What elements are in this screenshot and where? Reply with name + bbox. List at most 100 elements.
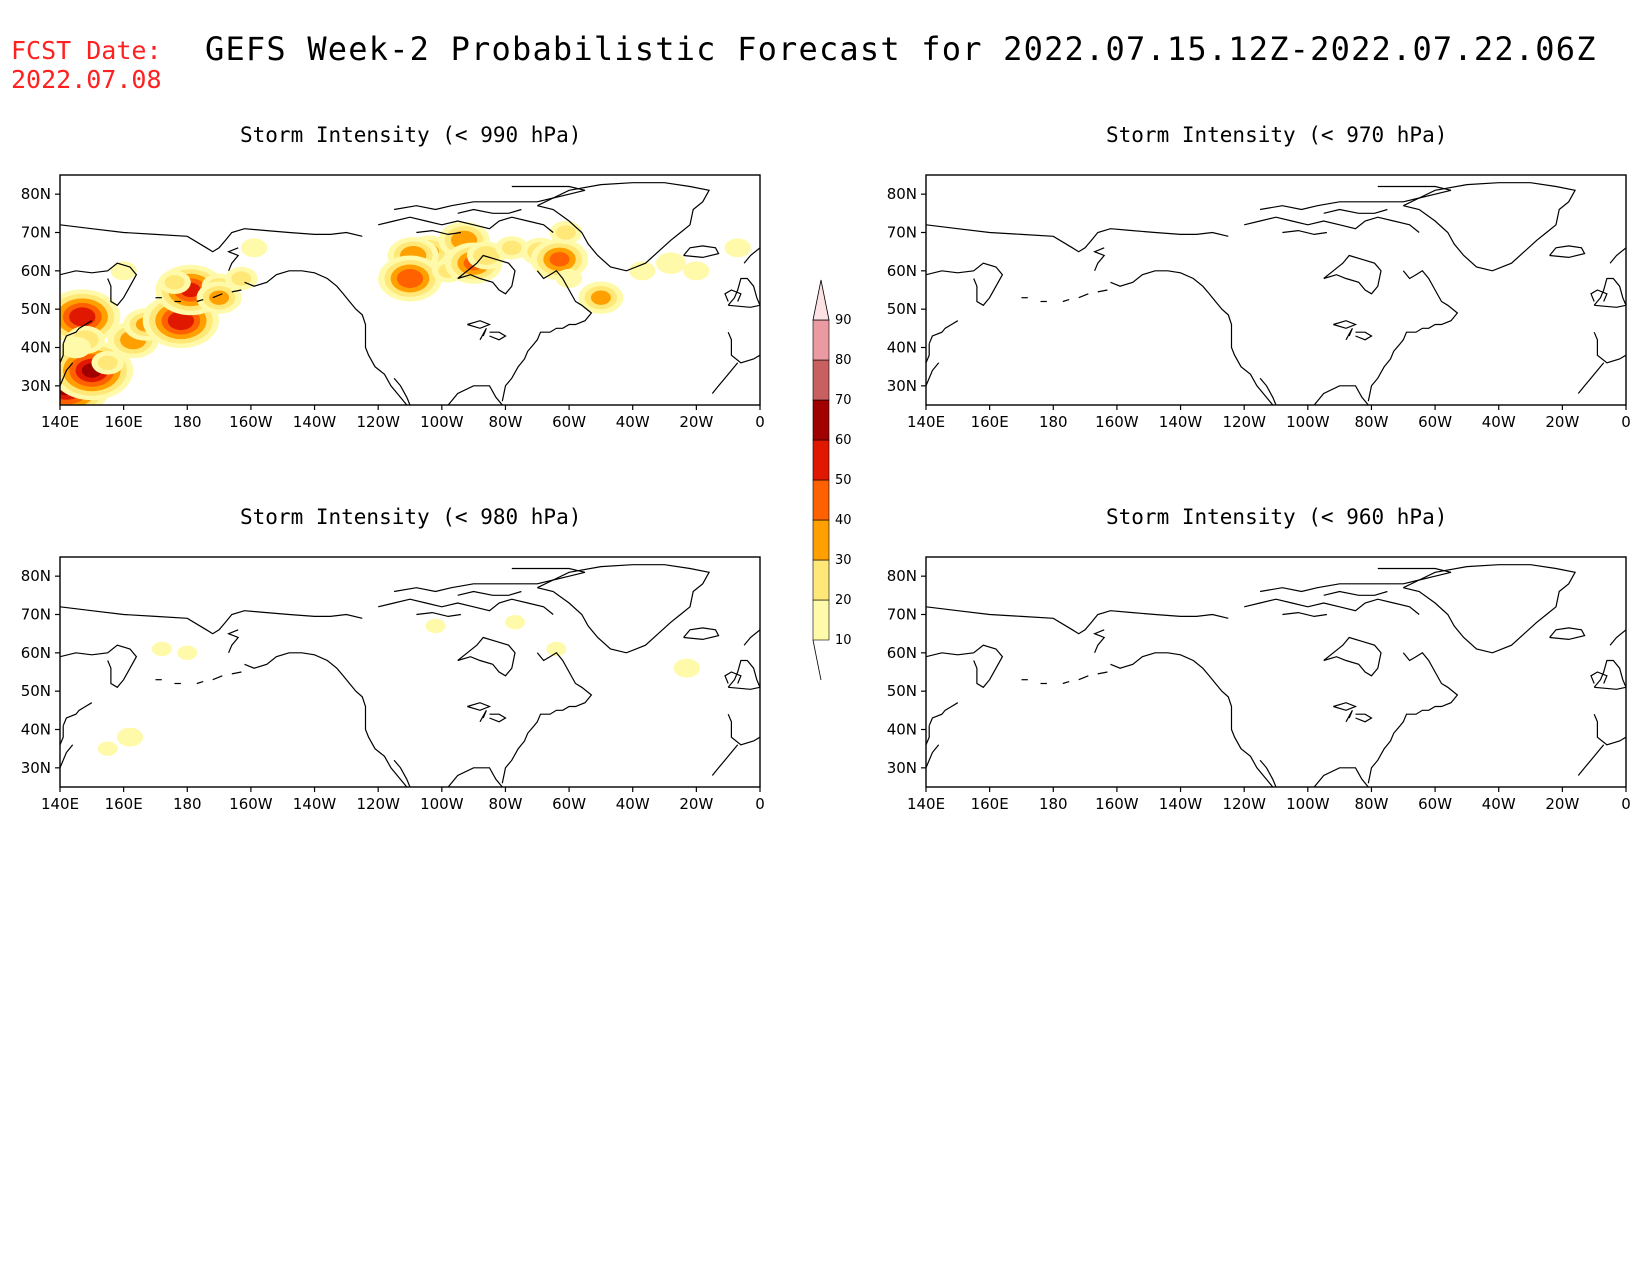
coastline <box>1593 659 1626 690</box>
storm-probability-cell <box>69 307 96 327</box>
lon-label: 140W <box>1159 795 1203 813</box>
lon-label: 160W <box>229 795 273 813</box>
lon-label: 180 <box>1039 795 1068 813</box>
coastline <box>1590 671 1608 684</box>
storm-probability-cell <box>240 238 268 258</box>
lon-label: 100W <box>1286 413 1330 431</box>
colorbar-label: 50 <box>835 473 852 488</box>
coastline <box>1333 702 1358 711</box>
storm-probability-cell <box>231 271 252 286</box>
coastline <box>926 362 940 387</box>
lon-label: 80W <box>1354 413 1388 431</box>
storm-probability-cell <box>549 252 570 267</box>
coastline <box>457 208 522 214</box>
lon-label: 20W <box>1545 795 1579 813</box>
lat-label: 40N <box>887 339 917 357</box>
coastlines <box>926 564 1626 787</box>
coastline <box>1062 299 1070 303</box>
fcst-date-block: FCST Date: 2022.07.08 <box>11 36 162 94</box>
coastline <box>1259 185 1452 211</box>
lat-label: 60N <box>21 262 51 280</box>
lat-label: 40N <box>21 721 51 739</box>
lon-label: 80W <box>488 413 522 431</box>
coastline <box>727 659 760 690</box>
coastline <box>1323 590 1388 596</box>
coastline <box>928 702 959 726</box>
lat-label: 80N <box>21 185 51 203</box>
colorbar-label: 40 <box>835 513 852 528</box>
colorbar-arrow-top <box>812 279 830 321</box>
coastlines <box>926 182 1626 405</box>
coastline <box>928 320 959 344</box>
coastline <box>1259 567 1452 593</box>
lon-label: 140E <box>41 795 79 813</box>
map-frame <box>925 174 1627 406</box>
panel-title: Storm Intensity (< 990 hPa) <box>240 123 582 147</box>
coastline <box>416 229 461 236</box>
coastline <box>1282 229 1327 236</box>
coastline <box>1577 744 1605 776</box>
storm-probability-cell <box>655 252 686 274</box>
storm-probability-cell <box>501 240 522 256</box>
coastline <box>226 629 240 654</box>
lon-label: 80W <box>488 795 522 813</box>
lat-label: 60N <box>887 262 917 280</box>
coastline <box>226 247 240 272</box>
coastline <box>467 702 492 711</box>
coastline <box>378 216 554 233</box>
coastline <box>1259 377 1277 405</box>
coastline <box>537 564 711 654</box>
map-svg: 80N 70N 60N 50N 40N 30N 140E 160E 180 160W 140W 120… <box>21 174 765 431</box>
coastline <box>1355 331 1373 341</box>
coastline <box>1092 247 1106 272</box>
coastlines <box>60 182 760 405</box>
coastline <box>457 590 522 596</box>
coastline <box>489 713 507 723</box>
coastline <box>393 567 586 593</box>
lon-label: 180 <box>173 413 202 431</box>
coastline <box>447 385 503 405</box>
coastline <box>1110 270 1274 405</box>
coastline <box>743 629 760 646</box>
colorbar-label: 90 <box>835 313 852 328</box>
coastline <box>501 270 593 402</box>
coastline <box>479 328 487 341</box>
coastline <box>1244 598 1420 615</box>
lon-label: 140W <box>293 413 337 431</box>
lat-label: 70N <box>887 224 917 242</box>
lon-label: 120W <box>356 413 400 431</box>
coastline <box>926 725 930 746</box>
colorbar-swatch <box>812 439 830 481</box>
colorbar-swatch <box>812 559 830 601</box>
coastline <box>1097 671 1108 675</box>
lon-label: 80W <box>1354 795 1388 813</box>
storm-probability-cell <box>97 741 118 756</box>
lon-label: 140E <box>41 413 79 431</box>
lon-label: 160E <box>105 795 143 813</box>
coastline <box>1282 611 1327 618</box>
storm-probability-cell <box>629 261 656 281</box>
storm-probability-cell <box>590 290 611 305</box>
storm-probability-cell <box>425 618 446 634</box>
coastline <box>1367 270 1459 402</box>
lon-label: 100W <box>420 413 464 431</box>
coastline <box>457 254 516 295</box>
lon-label: 0 <box>755 413 765 431</box>
lon-label: 180 <box>173 795 202 813</box>
page-title: GEFS Week-2 Probabilistic Forecast for 2… <box>205 30 1597 68</box>
coastline <box>1062 681 1070 685</box>
lat-label: 50N <box>21 682 51 700</box>
storm-probability-cell <box>116 727 144 747</box>
fcst-date-label: FCST Date: <box>11 36 162 65</box>
storm-probability-cell <box>673 658 700 678</box>
coastline <box>683 627 720 641</box>
coastline <box>711 744 739 776</box>
lat-label: 30N <box>21 759 51 777</box>
lat-label: 80N <box>21 567 51 585</box>
coastline <box>196 681 204 685</box>
lat-label: 50N <box>21 300 51 318</box>
coastline <box>724 289 742 302</box>
lon-label: 160W <box>1095 795 1139 813</box>
coastline <box>711 362 739 394</box>
coastline <box>1403 182 1577 272</box>
